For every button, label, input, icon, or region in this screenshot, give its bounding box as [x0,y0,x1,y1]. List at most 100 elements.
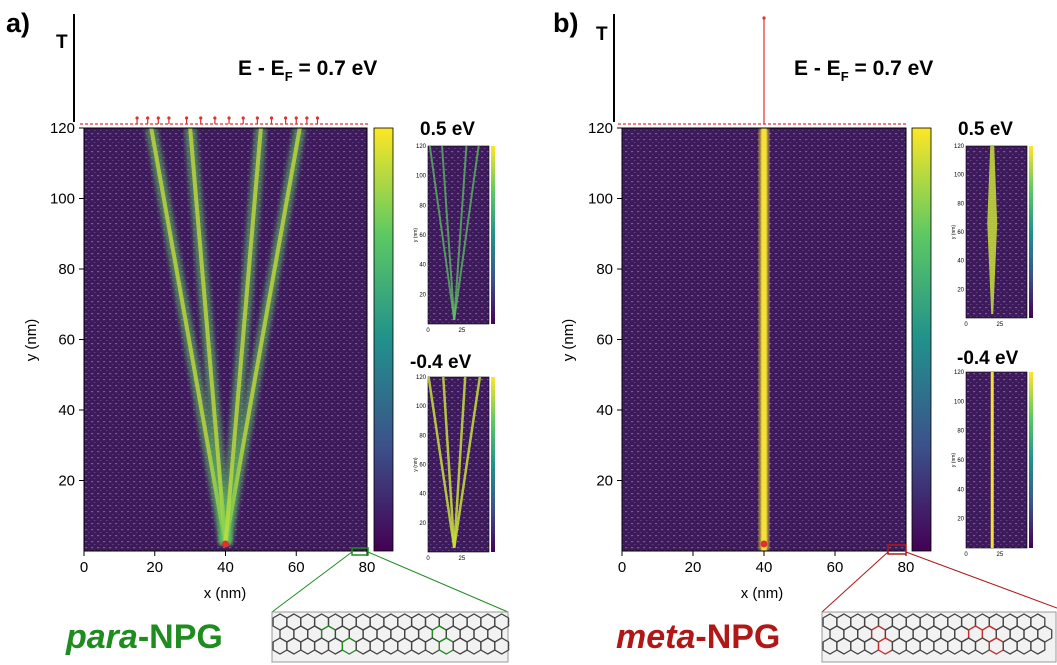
carbon-ring [494,637,510,655]
panel-b: b) T E - EF = 0.7 eV 0 20 40 60 80 20 40 60 80 10… [553,8,1057,663]
panel-b-inset2-label: -0.4 eV [957,348,1019,369]
panel-b-zoom-line-left [821,551,889,613]
inset-y-tick-label: 60 [419,233,426,239]
inset-colorbar [491,377,495,552]
transmission-peak-dot [762,16,766,20]
inset-ylabel: y (nm) [413,457,419,472]
panel-b-colorbar [911,127,932,552]
inset-y-tick-label: 40 [419,263,426,269]
inset-y-tick-label: 120 [954,144,965,150]
panel-b-energy-label: E - EF = 0.7 eV [794,57,933,84]
inset-y-tick-label: 40 [419,492,426,498]
inset-beam [452,376,482,549]
transmission-peak-dot [305,116,309,120]
transmission-peak-dot [135,116,139,120]
y-tick-label: 60 [58,332,75,349]
transmission-peak-dot [156,116,160,120]
inset-x-tick-label: 0 [964,322,968,328]
panel-b-zoom-line-right [905,551,1057,609]
transmission-peak-dot [255,116,259,120]
y-tick-label: 80 [58,261,75,278]
inset-beam [990,372,994,548]
panel-a-zoom-line-right [367,551,509,613]
inset-y-tick-label: 60 [419,463,426,469]
panel-a-molecule-label: para-NPG [65,618,223,656]
inset-beam [427,376,456,549]
inset-y-tick-label: 60 [957,458,964,464]
x-tick-label: 60 [288,559,305,576]
source-marker [760,540,768,548]
inset-beam [453,145,468,321]
y-tick-label: 120 [50,120,75,137]
inset-x-tick-label: 0 [964,552,968,558]
source-marker [222,540,229,548]
inset-beam [452,376,467,549]
transmission-peak-dot [184,116,189,120]
inset-colorbar [1029,372,1033,548]
inset-y-tick-label: 20 [957,517,964,523]
panel-b-zoom-marker [887,544,907,555]
x-tick-label: 20 [146,559,163,576]
inset-y-tick-label: 80 [419,203,426,209]
inset-x-tick-label: 25 [997,552,1004,558]
panel-b-molecule-structure [821,611,1057,663]
inset-y-tick-label: 100 [416,404,427,410]
x-tick-label: 40 [217,559,234,576]
y-tick-label: 20 [596,473,613,490]
panel-a-axes: 0 20 40 60 80 20 40 60 80 100 120 [50,120,375,576]
panel-b-xlabel: x (nm) [741,585,784,602]
inset-y-tick-label: 100 [954,173,965,179]
panel-a-zoom-line-left [271,551,353,613]
x-tick-label: 60 [827,559,844,576]
y-tick-label: 60 [596,332,613,349]
y-tick-label: 120 [588,120,613,137]
panel-a-transmission-peaks [80,116,369,125]
inset-y-tick-label: 120 [416,375,427,381]
inset-y-tick-label: 100 [954,399,965,405]
panel-b-inset1-label: 0.5 eV [958,119,1013,140]
panel-a: a) T E - EF = 0.7 eV 0 20 40 60 80 20 40 60 80 10… [6,8,510,663]
inset-y-tick-label: 80 [419,433,426,439]
inset-ylabel: y (nm) [413,228,419,243]
inset-colorbar [491,146,495,324]
panel-b-inset-m0p4ev: 20 40 60 80 100 120 0 25 y (nm) [951,370,1033,558]
panel-a-heatmap [83,127,368,552]
beam-core [223,128,263,545]
x-tick-label: 20 [685,559,702,576]
inset-beam [453,145,480,321]
panel-a-label: a) [6,8,30,38]
inset-y-tick-label: 120 [954,370,965,376]
x-tick-label: 0 [618,559,626,576]
x-tick-label: 0 [80,559,88,576]
inset-y-tick-label: 20 [419,521,426,527]
inset-x-tick-label: 25 [459,328,466,334]
transmission-peak-dot [146,116,150,120]
inset-x-tick-label: 25 [997,322,1004,328]
panel-a-molecule-structure [271,611,510,663]
inset-plot [965,371,1028,549]
inset-ylabel: y (nm) [951,225,957,240]
beam-core [188,128,228,545]
transmission-peak-dot [213,116,217,120]
beam-core [761,128,767,551]
x-tick-label: 40 [756,559,773,576]
y-tick-label: 40 [596,402,613,419]
panel-a-energy-label: E - EF = 0.7 eV [238,57,377,84]
panel-b-inset-0p5ev: 20 40 60 80 100 120 0 25 y (nm) [951,144,1033,328]
panel-b-label: b) [553,8,578,38]
inset-plot [427,145,490,325]
inset-y-tick-label: 40 [957,487,964,493]
inset-y-tick-label: 40 [957,259,964,265]
x-tick-label: 80 [359,559,376,576]
panel-a-colorbar [373,127,394,552]
transmission-peak-dot [269,116,274,120]
panel-a-inset2-label: -0.4 eV [410,352,472,373]
inset-beam [441,145,456,321]
carbon-ring [1030,637,1046,655]
panel-a-t-label: T [56,32,68,53]
y-tick-label: 40 [58,402,75,419]
inset-y-tick-label: 80 [957,429,964,435]
inset-beam [442,376,456,549]
x-tick-label: 80 [898,559,915,576]
